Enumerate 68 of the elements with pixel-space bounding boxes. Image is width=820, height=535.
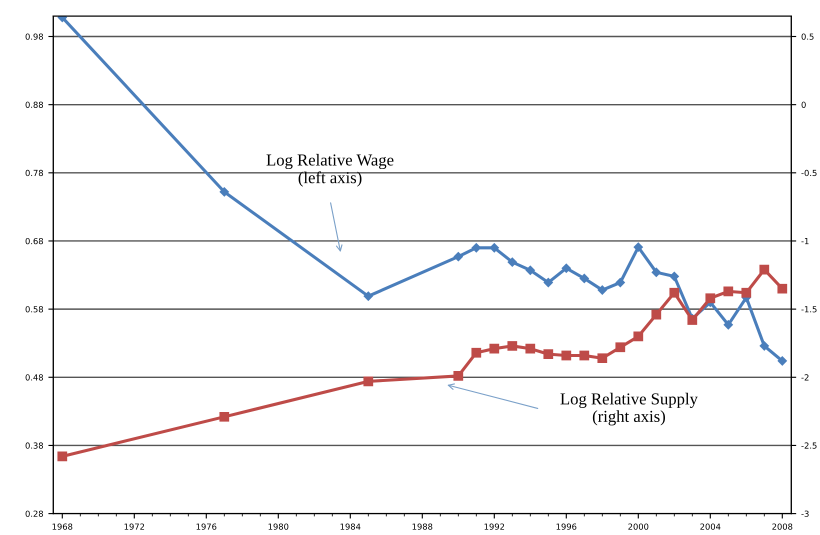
point xyxy=(219,412,230,422)
point xyxy=(579,350,590,360)
y2-tick-label: -1 xyxy=(801,238,809,244)
annotation: Log Relative Supply (right axis) xyxy=(560,392,698,426)
x-tick-label: 1980 xyxy=(268,523,288,530)
y2-tick-label: -2 xyxy=(801,374,808,380)
point xyxy=(364,292,373,301)
point xyxy=(759,264,770,274)
x-tick-label: 1992 xyxy=(484,523,504,530)
x-tick-label: 1968 xyxy=(52,523,72,530)
y-tick-label: 0.78 xyxy=(26,170,44,176)
x-tick-label: 1984 xyxy=(340,523,360,530)
point xyxy=(562,264,571,273)
y2-tick-label: 0.5 xyxy=(802,33,814,40)
y-tick-label: 0.38 xyxy=(26,442,44,449)
point xyxy=(598,285,607,295)
point xyxy=(543,349,554,359)
y-tick-label: 0.28 xyxy=(26,510,44,517)
point xyxy=(525,344,536,354)
y-tick-label: 0.68 xyxy=(26,238,44,244)
point xyxy=(490,243,499,252)
point xyxy=(633,332,644,342)
x-tick-label: 2000 xyxy=(628,523,648,530)
point xyxy=(724,320,733,330)
y2-tick-label: -2.5 xyxy=(801,442,817,449)
x-tick-label: 1988 xyxy=(412,523,432,530)
point xyxy=(580,274,589,284)
x-tick-label: 2008 xyxy=(772,523,792,530)
point xyxy=(723,286,734,296)
point xyxy=(670,272,679,282)
x-tick-label: 1972 xyxy=(124,523,144,530)
point xyxy=(363,376,374,386)
y-tick-label: 0.98 xyxy=(26,33,44,40)
point xyxy=(57,451,68,462)
y-tick-label: 0.48 xyxy=(26,374,44,381)
y2-tick-label: -3 xyxy=(801,510,809,517)
y-tick-label: 0.88 xyxy=(26,102,44,108)
point xyxy=(508,257,517,267)
point xyxy=(651,310,662,320)
point xyxy=(669,288,680,298)
point xyxy=(526,266,535,275)
point xyxy=(616,278,625,288)
y2-tick-label: -1.5 xyxy=(801,306,817,312)
point xyxy=(777,284,788,294)
point xyxy=(561,350,572,360)
point xyxy=(507,341,518,351)
point xyxy=(760,341,769,351)
point xyxy=(544,278,553,288)
point xyxy=(489,344,500,354)
point xyxy=(778,356,787,366)
x-tick-label: 1976 xyxy=(196,523,216,530)
y2-tick-label: -0.5 xyxy=(801,170,817,176)
point xyxy=(634,242,643,252)
y2-tick-label: 0 xyxy=(802,102,806,108)
point xyxy=(471,348,482,358)
point xyxy=(472,243,481,252)
x-tick-label: 2004 xyxy=(700,523,720,530)
x-tick-label: 1996 xyxy=(556,523,576,530)
point xyxy=(454,252,463,262)
point xyxy=(220,187,229,197)
point xyxy=(705,293,716,304)
point xyxy=(453,371,464,381)
point xyxy=(741,288,752,298)
point xyxy=(597,353,608,364)
point xyxy=(615,342,626,352)
y-tick-label: 0.58 xyxy=(26,306,44,312)
point xyxy=(652,268,661,277)
annotation: Log Relative Wage (left axis) xyxy=(266,154,394,187)
